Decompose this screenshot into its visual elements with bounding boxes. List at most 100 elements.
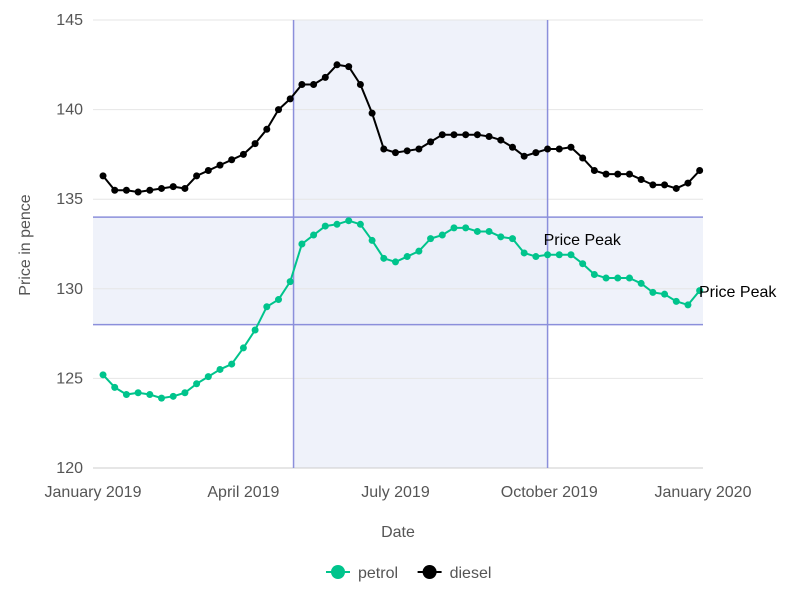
data-point-petrol[interactable]	[146, 391, 154, 399]
data-point-diesel[interactable]	[555, 145, 563, 153]
data-point-petrol[interactable]	[275, 296, 283, 304]
data-point-petrol[interactable]	[438, 231, 446, 239]
data-point-diesel[interactable]	[462, 131, 470, 139]
data-point-diesel[interactable]	[169, 183, 177, 191]
data-point-diesel[interactable]	[239, 150, 247, 158]
data-point-petrol[interactable]	[450, 224, 458, 232]
data-point-petrol[interactable]	[637, 279, 645, 287]
data-point-diesel[interactable]	[672, 184, 680, 192]
data-point-petrol[interactable]	[122, 391, 130, 399]
data-point-petrol[interactable]	[508, 235, 516, 243]
data-point-petrol[interactable]	[684, 301, 692, 309]
data-point-petrol[interactable]	[579, 260, 587, 268]
data-point-diesel[interactable]	[134, 188, 142, 196]
data-point-petrol[interactable]	[345, 217, 353, 225]
data-point-diesel[interactable]	[321, 73, 329, 81]
data-point-petrol[interactable]	[193, 380, 201, 388]
data-point-petrol[interactable]	[251, 326, 259, 334]
data-point-petrol[interactable]	[286, 278, 294, 286]
data-point-petrol[interactable]	[298, 240, 306, 248]
data-point-petrol[interactable]	[614, 274, 622, 282]
data-point-diesel[interactable]	[427, 138, 435, 146]
data-point-petrol[interactable]	[310, 231, 318, 239]
data-point-diesel[interactable]	[544, 145, 552, 153]
data-point-petrol[interactable]	[216, 365, 224, 373]
data-point-diesel[interactable]	[473, 131, 481, 139]
data-point-petrol[interactable]	[661, 290, 669, 298]
data-point-petrol[interactable]	[239, 344, 247, 352]
data-point-petrol[interactable]	[333, 220, 341, 228]
data-point-diesel[interactable]	[520, 152, 528, 160]
data-point-diesel[interactable]	[438, 131, 446, 139]
data-point-petrol[interactable]	[485, 227, 493, 235]
data-point-diesel[interactable]	[111, 186, 119, 194]
data-point-petrol[interactable]	[696, 287, 704, 295]
data-point-petrol[interactable]	[228, 360, 236, 368]
data-point-diesel[interactable]	[368, 109, 376, 117]
data-point-petrol[interactable]	[321, 222, 329, 230]
data-point-petrol[interactable]	[427, 235, 435, 243]
data-point-diesel[interactable]	[263, 125, 271, 133]
data-point-diesel[interactable]	[614, 170, 622, 178]
data-point-petrol[interactable]	[403, 253, 411, 261]
data-point-petrol[interactable]	[497, 233, 505, 241]
data-point-diesel[interactable]	[567, 143, 575, 151]
data-point-diesel[interactable]	[228, 156, 236, 164]
data-point-diesel[interactable]	[216, 161, 224, 169]
data-point-diesel[interactable]	[497, 136, 505, 144]
data-point-petrol[interactable]	[368, 236, 376, 244]
data-point-petrol[interactable]	[380, 254, 388, 262]
data-point-diesel[interactable]	[286, 95, 294, 103]
data-point-petrol[interactable]	[263, 303, 271, 311]
data-point-petrol[interactable]	[544, 251, 552, 259]
data-point-diesel[interactable]	[193, 172, 201, 180]
data-point-diesel[interactable]	[661, 181, 669, 189]
data-point-diesel[interactable]	[450, 131, 458, 139]
data-point-petrol[interactable]	[520, 249, 528, 257]
data-point-diesel[interactable]	[356, 81, 364, 89]
legend-item-diesel[interactable]: diesel	[417, 565, 492, 582]
data-point-diesel[interactable]	[579, 154, 587, 162]
data-point-petrol[interactable]	[99, 371, 107, 379]
data-point-diesel[interactable]	[696, 167, 704, 175]
data-point-petrol[interactable]	[158, 394, 166, 402]
data-point-diesel[interactable]	[415, 145, 423, 153]
data-point-petrol[interactable]	[181, 389, 189, 397]
data-point-petrol[interactable]	[134, 389, 142, 397]
data-point-diesel[interactable]	[602, 170, 610, 178]
data-point-petrol[interactable]	[649, 288, 657, 296]
data-point-diesel[interactable]	[333, 61, 341, 69]
data-point-diesel[interactable]	[251, 140, 259, 148]
data-point-diesel[interactable]	[391, 149, 399, 157]
data-point-petrol[interactable]	[391, 258, 399, 266]
data-point-petrol[interactable]	[625, 274, 633, 282]
data-point-petrol[interactable]	[204, 373, 212, 381]
data-point-diesel[interactable]	[508, 143, 516, 151]
data-point-petrol[interactable]	[532, 253, 540, 261]
data-point-petrol[interactable]	[602, 274, 610, 282]
data-point-diesel[interactable]	[649, 181, 657, 189]
data-point-petrol[interactable]	[590, 270, 598, 278]
data-point-diesel[interactable]	[485, 132, 493, 140]
data-point-diesel[interactable]	[532, 149, 540, 157]
legend[interactable]: petrol diesel	[326, 565, 491, 582]
data-point-diesel[interactable]	[181, 184, 189, 192]
data-point-diesel[interactable]	[625, 170, 633, 178]
data-point-diesel[interactable]	[380, 145, 388, 153]
data-point-petrol[interactable]	[672, 297, 680, 305]
data-point-petrol[interactable]	[473, 227, 481, 235]
data-point-diesel[interactable]	[684, 179, 692, 187]
data-point-diesel[interactable]	[158, 184, 166, 192]
data-point-diesel[interactable]	[403, 147, 411, 155]
data-point-diesel[interactable]	[275, 106, 283, 114]
data-point-diesel[interactable]	[310, 81, 318, 89]
data-point-diesel[interactable]	[590, 167, 598, 175]
data-point-petrol[interactable]	[415, 247, 423, 255]
data-point-petrol[interactable]	[111, 383, 119, 391]
data-point-diesel[interactable]	[99, 172, 107, 180]
data-point-diesel[interactable]	[204, 167, 212, 175]
data-point-diesel[interactable]	[345, 63, 353, 71]
data-point-petrol[interactable]	[462, 224, 470, 232]
data-point-petrol[interactable]	[169, 392, 177, 400]
data-point-diesel[interactable]	[146, 186, 154, 194]
